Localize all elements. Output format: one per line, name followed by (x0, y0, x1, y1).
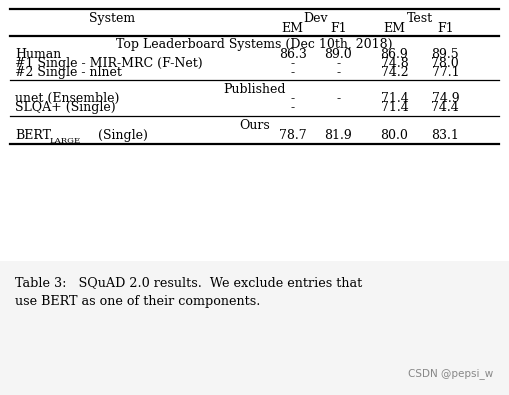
Text: (Single): (Single) (94, 129, 148, 142)
Text: 81.9: 81.9 (325, 129, 352, 142)
Text: System: System (89, 12, 135, 25)
Text: 80.0: 80.0 (381, 129, 408, 142)
Text: Published: Published (223, 83, 286, 96)
Text: LARGE: LARGE (50, 137, 81, 145)
Text: Human: Human (15, 48, 62, 60)
Text: BERT: BERT (15, 129, 51, 142)
Text: Ours: Ours (239, 119, 270, 132)
Text: unet (Ensemble): unet (Ensemble) (15, 92, 120, 105)
Text: 86.9: 86.9 (381, 48, 408, 60)
Text: 83.1: 83.1 (432, 129, 459, 142)
Text: F1: F1 (437, 22, 454, 35)
Text: -: - (336, 66, 341, 79)
Text: 74.4: 74.4 (432, 102, 459, 114)
FancyBboxPatch shape (0, 0, 509, 261)
Text: 71.4: 71.4 (381, 92, 408, 105)
Text: 78.7: 78.7 (279, 129, 306, 142)
Text: 89.0: 89.0 (325, 48, 352, 60)
Text: EM: EM (383, 22, 406, 35)
Text: Dev: Dev (303, 12, 328, 25)
Text: 89.5: 89.5 (432, 48, 459, 60)
Text: -: - (336, 92, 341, 105)
Text: 71.4: 71.4 (381, 102, 408, 114)
Text: 74.2: 74.2 (381, 66, 408, 79)
Text: CSDN @pepsi_w: CSDN @pepsi_w (409, 368, 494, 379)
Text: 74.8: 74.8 (381, 57, 408, 70)
Text: 78.0: 78.0 (432, 57, 459, 70)
Text: #2 Single - nlnet: #2 Single - nlnet (15, 66, 122, 79)
Text: SLQA+ (Single): SLQA+ (Single) (15, 102, 116, 114)
Text: -: - (291, 102, 295, 114)
Text: EM: EM (281, 22, 304, 35)
Text: Test: Test (407, 12, 433, 25)
Text: 86.3: 86.3 (279, 48, 306, 60)
Text: 77.1: 77.1 (432, 66, 459, 79)
Text: -: - (291, 57, 295, 70)
Text: Top Leaderboard Systems (Dec 10th, 2018): Top Leaderboard Systems (Dec 10th, 2018) (116, 38, 393, 51)
Text: -: - (291, 92, 295, 105)
Text: 74.9: 74.9 (432, 92, 459, 105)
Text: -: - (291, 66, 295, 79)
Text: -: - (336, 57, 341, 70)
Text: F1: F1 (330, 22, 347, 35)
Text: Table 3:   SQuAD 2.0 results.  We exclude entries that
use BERT as one of their : Table 3: SQuAD 2.0 results. We exclude e… (15, 276, 362, 307)
Text: #1 Single - MIR-MRC (F-Net): #1 Single - MIR-MRC (F-Net) (15, 57, 203, 70)
